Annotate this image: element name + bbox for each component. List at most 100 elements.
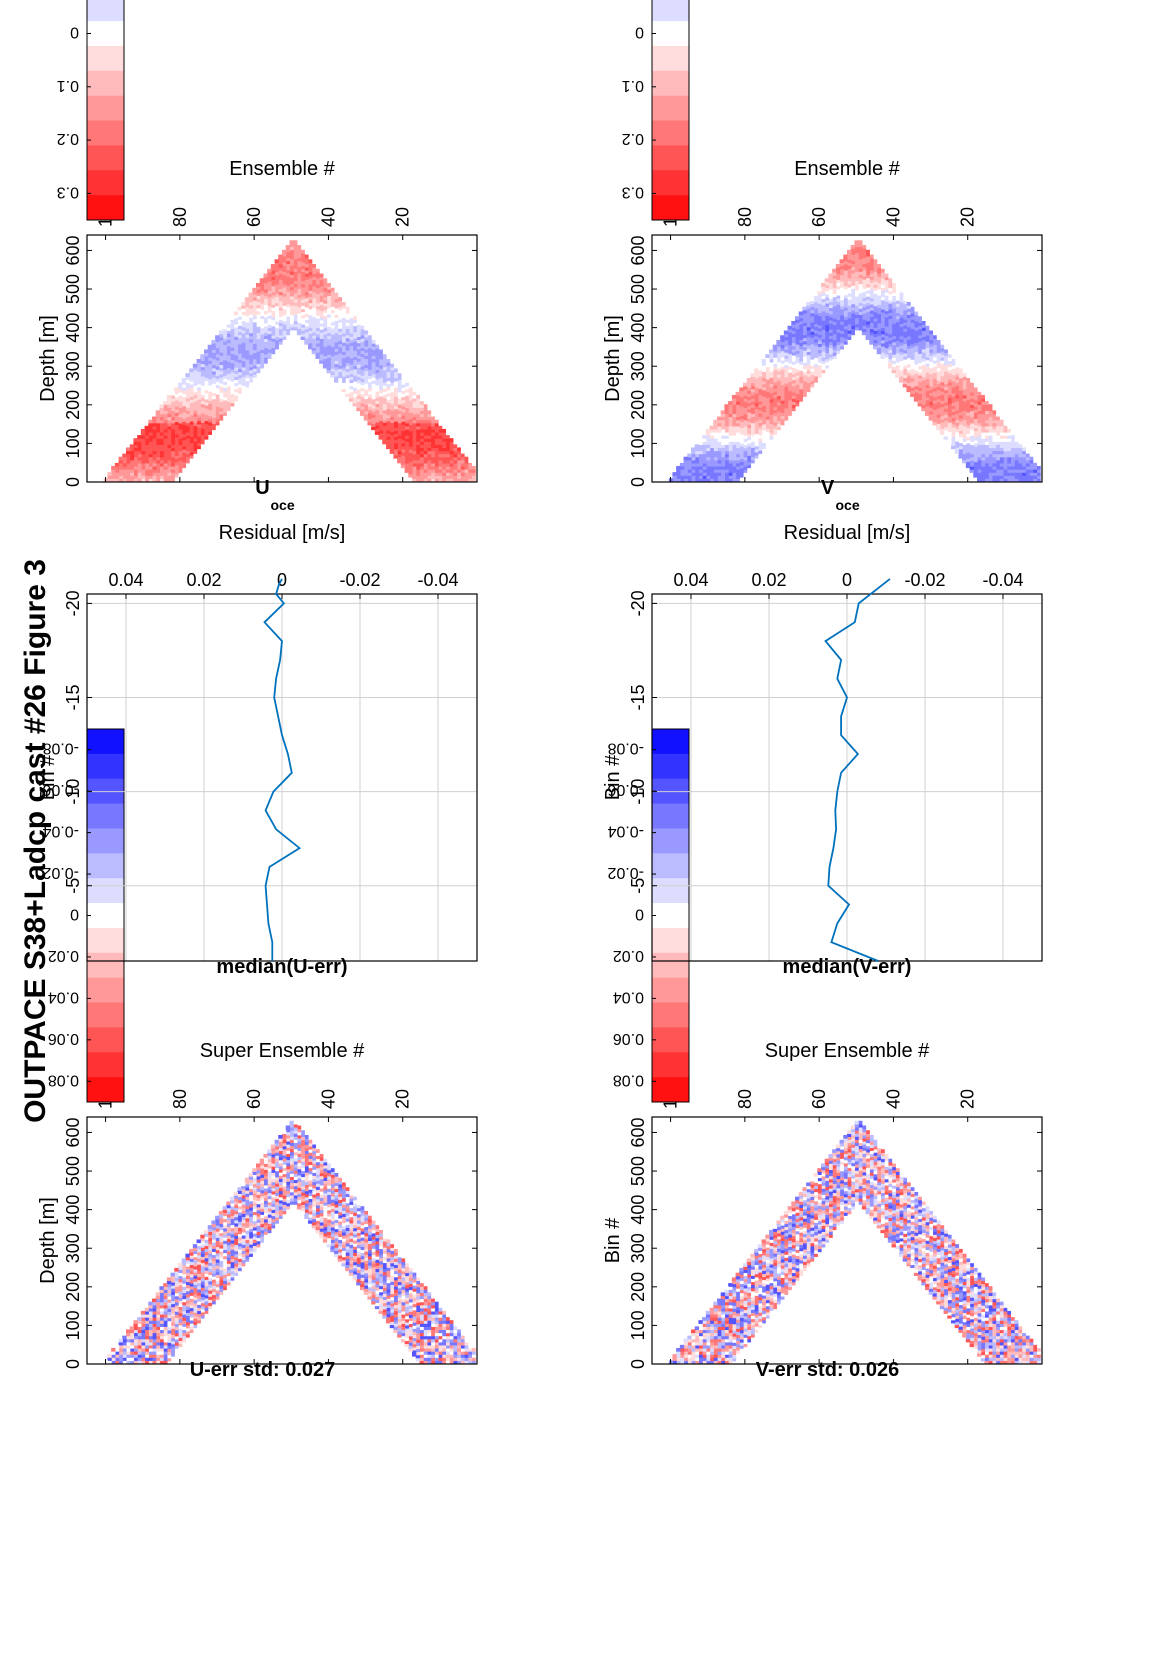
heatmap-cell bbox=[189, 1307, 194, 1312]
heatmap-cell bbox=[389, 1265, 395, 1270]
heatmap-cell bbox=[356, 321, 361, 325]
heatmap-cell bbox=[178, 1294, 183, 1298]
heatmap-cell bbox=[397, 1284, 402, 1289]
heatmap-cell bbox=[445, 1326, 450, 1331]
heatmap-cell bbox=[386, 1313, 391, 1318]
heatmap-cell bbox=[185, 1256, 190, 1261]
heatmap-cell bbox=[467, 1357, 473, 1361]
heatmap-cell bbox=[308, 1220, 313, 1224]
heatmap-cell bbox=[189, 1252, 194, 1256]
ensemble-tick-label: 40 bbox=[318, 207, 338, 227]
heatmap-cell bbox=[330, 1186, 335, 1191]
heatmap-cell bbox=[438, 1314, 443, 1318]
heatmap-cell bbox=[244, 1227, 250, 1231]
heatmap-cell bbox=[341, 1197, 346, 1202]
heatmap-cell bbox=[393, 1258, 398, 1262]
heatmap-cell bbox=[434, 419, 439, 424]
heatmap-cell bbox=[241, 1225, 246, 1230]
heatmap-cell bbox=[363, 1226, 369, 1231]
heatmap-cell bbox=[430, 1298, 435, 1303]
heatmap-cell bbox=[382, 1250, 387, 1254]
heatmap-cell bbox=[270, 1166, 276, 1170]
heatmap-cell bbox=[460, 1357, 465, 1361]
heatmap-cell bbox=[445, 1320, 450, 1324]
heatmap-cell bbox=[449, 1354, 454, 1358]
heatmap-cell bbox=[356, 1232, 361, 1237]
heatmap-cell bbox=[464, 456, 469, 461]
heatmap-cell bbox=[322, 1198, 328, 1203]
heatmap-cell bbox=[445, 1351, 450, 1355]
heatmap-cell bbox=[434, 1354, 439, 1358]
heatmap-cell bbox=[423, 1347, 428, 1352]
heatmap-cell bbox=[337, 1233, 343, 1237]
ensemble-tick-label: 80 bbox=[170, 1089, 190, 1109]
heatmap-cell bbox=[226, 1269, 231, 1274]
heatmap-cell bbox=[348, 1262, 354, 1267]
heatmap-cell bbox=[241, 1200, 246, 1205]
heatmap-cell bbox=[278, 1206, 283, 1210]
heatmap-cell bbox=[311, 1150, 317, 1155]
heatmap-cell bbox=[348, 1222, 354, 1227]
heatmap-cell bbox=[181, 1298, 187, 1303]
heatmap-cell bbox=[233, 1250, 239, 1255]
heatmap-cell bbox=[185, 1324, 190, 1329]
heatmap-cell bbox=[293, 1151, 298, 1156]
heatmap-cell bbox=[211, 1276, 216, 1280]
ensemble-tick-label: 80 bbox=[170, 207, 190, 227]
heatmap-cell bbox=[207, 1296, 213, 1300]
ensemble-tick-label: 60 bbox=[244, 207, 264, 227]
heatmap-cell bbox=[211, 1288, 216, 1293]
heatmap-cell bbox=[252, 1180, 257, 1185]
heatmap-cell bbox=[356, 1229, 361, 1233]
heatmap-cell bbox=[397, 1318, 402, 1323]
heatmap-cell bbox=[408, 1320, 413, 1325]
heatmap-cell bbox=[371, 1248, 376, 1252]
heatmap-cell bbox=[226, 1216, 231, 1221]
heatmap-cell bbox=[311, 1206, 317, 1210]
heatmap-cell bbox=[126, 1329, 131, 1334]
heatmap-cell bbox=[430, 1323, 435, 1327]
heatmap-cell bbox=[397, 1269, 402, 1273]
colorbar-tick-label: 0.06 bbox=[48, 1030, 79, 1047]
heatmap-cell bbox=[311, 1196, 317, 1201]
heatmap-cell bbox=[311, 1190, 317, 1195]
heatmap-cell bbox=[230, 1212, 235, 1216]
heatmap-cell bbox=[248, 1237, 253, 1242]
heatmap-cell bbox=[181, 1332, 187, 1337]
heatmap-cell bbox=[204, 1276, 209, 1280]
heatmap-cell bbox=[196, 1301, 201, 1305]
heatmap-cell bbox=[192, 1259, 198, 1264]
heatmap-cell bbox=[345, 1252, 350, 1256]
heatmap-cell bbox=[263, 1184, 268, 1189]
heatmap-cell bbox=[360, 1274, 365, 1278]
heatmap-cell bbox=[259, 1189, 265, 1194]
heatmap-cell bbox=[356, 1216, 361, 1221]
heatmap-cell bbox=[111, 1347, 116, 1352]
heatmap-cell bbox=[319, 1215, 324, 1220]
heatmap-cell bbox=[233, 1204, 239, 1209]
heatmap-cell bbox=[471, 1347, 476, 1352]
heatmap-cell bbox=[367, 1252, 372, 1257]
heatmap-cell bbox=[192, 1265, 198, 1270]
heatmap-cell bbox=[430, 1310, 435, 1315]
heatmap-cell bbox=[256, 1166, 261, 1171]
heatmap-cell bbox=[334, 1250, 339, 1254]
heatmap-cell bbox=[196, 358, 201, 363]
heatmap-cell bbox=[241, 1185, 246, 1190]
heatmap-cell bbox=[360, 1206, 365, 1210]
heatmap-cell bbox=[244, 1205, 250, 1210]
heatmap-cell bbox=[460, 1341, 465, 1346]
heatmap-cell bbox=[412, 1309, 417, 1314]
heatmap-cell bbox=[226, 1278, 231, 1283]
heatmap-cell bbox=[334, 1182, 339, 1186]
heatmap-cell bbox=[423, 1320, 428, 1324]
depth-tick-label: 0 bbox=[63, 477, 83, 487]
heatmap-cell bbox=[408, 1280, 413, 1284]
heatmap-cell bbox=[233, 1247, 239, 1252]
heatmap-cell bbox=[233, 1266, 239, 1270]
heatmap-cell bbox=[248, 1228, 253, 1233]
heatmap-cell bbox=[412, 1325, 417, 1329]
heatmap-cell bbox=[282, 1173, 287, 1178]
heatmap-cell bbox=[360, 1227, 365, 1232]
heatmap-cell bbox=[334, 1203, 339, 1208]
